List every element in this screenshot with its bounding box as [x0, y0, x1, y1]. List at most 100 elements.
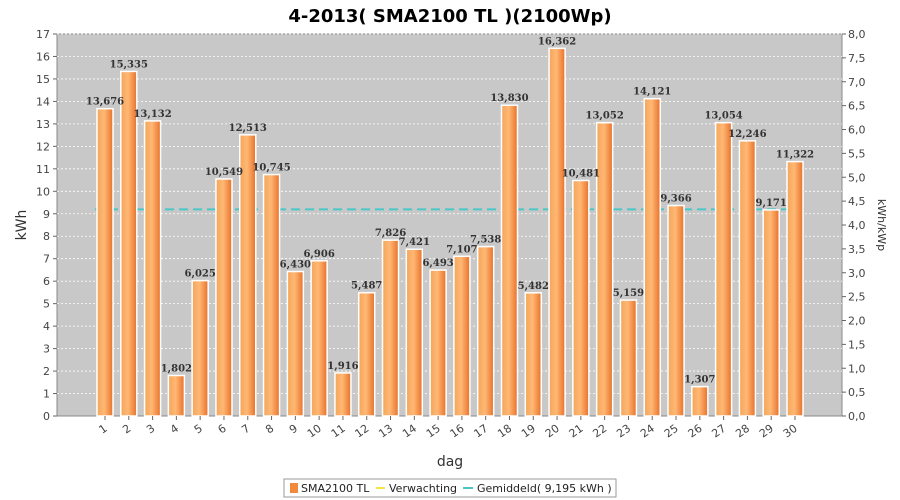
y2-tick-label: 0,5: [848, 386, 866, 399]
x-tick-label: 23: [614, 422, 633, 441]
legend-item-expected: Verwachting: [389, 482, 457, 495]
y2-tick-label: 4,0: [848, 219, 866, 232]
bar: [691, 385, 709, 417]
data-label: 1,916: [327, 361, 358, 372]
y-tick-label: 1: [43, 388, 50, 401]
x-tick-label: 18: [495, 422, 514, 441]
chart-title: 4-2013( SMA2100 TL )(2100Wp): [288, 6, 611, 27]
y2-tick-label: 4,5: [848, 195, 866, 208]
bar: [476, 245, 495, 417]
bar: [334, 372, 352, 417]
bar: [191, 279, 209, 417]
x-tick-label: 25: [662, 422, 681, 441]
bar: [215, 178, 233, 417]
data-label: 5,159: [613, 288, 644, 299]
data-label: 14,121: [633, 87, 671, 98]
x-tick-label: 26: [686, 422, 705, 441]
data-label: 7,421: [399, 237, 430, 248]
y-tick-label: 7: [43, 253, 50, 266]
data-label: 9,171: [756, 198, 787, 209]
x-tick-label: 4: [168, 422, 181, 437]
y-tick-label: 15: [36, 73, 50, 86]
y2-tick-label: 5,0: [848, 171, 866, 184]
data-label: 10,481: [562, 168, 600, 179]
y-tick-label: 14: [36, 95, 50, 108]
y-tick-label: 2: [43, 365, 50, 378]
data-label: 13,676: [86, 97, 124, 108]
y-tick-label: 0: [43, 410, 50, 423]
bar: [167, 374, 186, 417]
y-tick-label: 16: [36, 50, 50, 63]
y2-tick-label: 3,5: [848, 243, 866, 256]
y-tick-label: 8: [43, 230, 50, 243]
y2-tick-label: 1,0: [848, 362, 866, 375]
data-label: 1,307: [684, 375, 715, 386]
x-tick-label: 17: [471, 422, 490, 441]
y2-tick-label: 6,0: [848, 124, 866, 137]
bar: [548, 47, 566, 417]
data-label: 1,802: [161, 364, 192, 375]
bar: [762, 209, 780, 417]
x-tick-label: 8: [263, 422, 276, 437]
x-tick-label: 15: [424, 422, 443, 441]
data-label: 16,362: [538, 36, 576, 47]
grid-lines: [57, 33, 842, 394]
x-tick-label: 29: [757, 422, 776, 441]
y-tick-label: 11: [36, 163, 50, 176]
x-tick-label: 16: [448, 422, 467, 441]
y2-tick-label: 8,0: [848, 28, 866, 41]
y-axis-label: kWh: [14, 210, 30, 241]
data-label: 13,132: [133, 109, 171, 120]
bar: [572, 179, 590, 417]
data-labels: 13,676 15,335 13,132 1,802 6,025 10,549 12,513…: [86, 36, 814, 385]
legend-swatch-bar: [290, 483, 298, 493]
bar: [405, 248, 424, 417]
y-tick-label: 3: [43, 343, 50, 356]
x-axis-label: dag: [437, 454, 463, 470]
data-label: 13,054: [704, 111, 742, 122]
data-label: 6,493: [422, 258, 453, 269]
x-tick-label: 14: [400, 422, 419, 441]
plot-area: [56, 33, 843, 417]
y2-tick-label: 2,0: [848, 315, 866, 328]
data-label: 10,745: [252, 163, 290, 174]
data-label: 9,366: [660, 194, 691, 205]
y-tick-label: 10: [36, 185, 50, 198]
data-label: 7,538: [470, 235, 501, 246]
bar: [453, 255, 471, 417]
data-label: 7,826: [375, 228, 406, 239]
x-tick-label: 20: [543, 422, 562, 441]
y-tick-label: 13: [36, 118, 50, 131]
x-tick-label: 22: [590, 422, 609, 441]
x-tick-label: 6: [215, 422, 228, 437]
data-label: 11,322: [776, 150, 814, 161]
y2-axis-label: kWh/kWp: [875, 199, 888, 251]
x-tick-label: 9: [287, 422, 300, 437]
data-label: 7,107: [446, 244, 477, 255]
bar: [500, 104, 519, 417]
bar: [714, 121, 733, 417]
data-label: 6,430: [280, 260, 311, 271]
bar: [524, 292, 543, 417]
y2-tick-label: 7,5: [848, 52, 866, 65]
bar: [667, 204, 685, 417]
y2-tick-label: 5,5: [848, 147, 866, 160]
bar: [429, 269, 447, 417]
bar: [595, 121, 614, 417]
x-tick-label: 10: [305, 422, 324, 441]
x-axis-ticks: 1 2 3 4 5 6 7 8 9 10 11 12 13 14 15 16 17 18 19 20 21 22 23 24 2…: [97, 416, 800, 440]
x-tick-label: 5: [192, 422, 205, 437]
data-label: 12,246: [728, 129, 766, 140]
legend: SMA2100 TL Verwachting Gemiddeld( 9,195 …: [283, 478, 617, 498]
data-label: 6,025: [185, 269, 216, 280]
bar: [96, 107, 114, 417]
data-label: 10,549: [205, 167, 243, 178]
data-label: 13,830: [490, 93, 528, 104]
bar: [643, 97, 661, 417]
y-tick-label: 4: [43, 320, 50, 333]
y-tick-label: 5: [43, 298, 50, 311]
x-tick-label: 1: [97, 422, 110, 437]
x-tick-label: 27: [709, 422, 728, 441]
